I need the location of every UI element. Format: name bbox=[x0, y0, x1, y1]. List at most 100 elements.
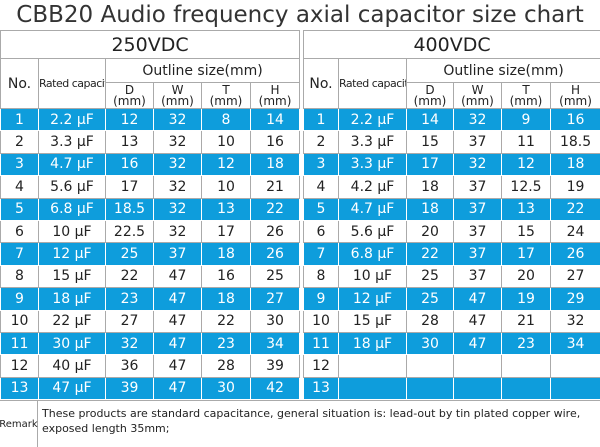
cell-t: 8 bbox=[201, 107, 251, 132]
capacitance-header: Rated capacitance bbox=[38, 58, 106, 109]
table-row: 12 bbox=[303, 354, 600, 378]
dim-letter: W bbox=[471, 82, 484, 97]
cell-d: 17 bbox=[105, 175, 154, 199]
dim-unit: (mm) bbox=[559, 93, 592, 108]
cell-capacitance: 6.8 µF bbox=[338, 242, 407, 266]
table-row: 3 4.7 µF 16 32 12 18 bbox=[0, 152, 301, 177]
cell-no: 9 bbox=[0, 287, 39, 311]
table-row: 11 30 µF 32 47 23 34 bbox=[0, 331, 301, 356]
cell-capacitance: 22 µF bbox=[38, 309, 106, 333]
cell-w: 47 bbox=[153, 354, 202, 378]
cell-no: 6 bbox=[303, 219, 339, 244]
cell-w: 47 bbox=[153, 264, 202, 289]
cell-capacitance: 15 µF bbox=[338, 309, 407, 333]
cell-d: 27 bbox=[105, 309, 154, 333]
cell-no: 3 bbox=[0, 152, 39, 177]
cell-w: 32 bbox=[153, 130, 202, 154]
cell-d: 30 bbox=[406, 331, 454, 356]
cell-w: 37 bbox=[453, 197, 502, 221]
cell-h: 25 bbox=[249, 264, 301, 289]
cell-w: 32 bbox=[453, 107, 502, 132]
cell-d bbox=[406, 376, 454, 401]
cell-t: 21 bbox=[501, 309, 551, 333]
cell-t: 10 bbox=[201, 130, 251, 154]
dim-unit: (mm) bbox=[509, 93, 543, 108]
cell-d: 22 bbox=[406, 242, 454, 266]
dim-letter: W bbox=[171, 82, 184, 97]
table-row: 4 4.2 µF 18 37 12.5 19 bbox=[303, 175, 600, 199]
cell-h: 21 bbox=[249, 175, 301, 199]
dim-header-t: T (mm) bbox=[501, 82, 551, 109]
cell-capacitance: 5.6 µF bbox=[38, 175, 106, 199]
cell-t: 19 bbox=[501, 287, 551, 311]
cell-d: 22 bbox=[105, 264, 154, 289]
dim-letter: T bbox=[522, 82, 530, 97]
dim-header-h: H (mm) bbox=[249, 82, 301, 109]
cell-t: 23 bbox=[201, 331, 251, 356]
cell-capacitance: 47 µF bbox=[38, 376, 106, 401]
cell-w: 47 bbox=[153, 376, 202, 401]
cell-no: 12 bbox=[303, 354, 339, 378]
cell-t bbox=[501, 376, 551, 401]
cell-w: 47 bbox=[453, 309, 502, 333]
table-row: 4 5.6 µF 17 32 10 21 bbox=[0, 175, 301, 199]
remark-text: These products are standard capacitance,… bbox=[42, 407, 581, 435]
cell-capacitance: 4.2 µF bbox=[338, 175, 407, 199]
cell-d: 18.5 bbox=[105, 197, 154, 221]
cell-h: 30 bbox=[249, 309, 301, 333]
cell-h: 26 bbox=[249, 242, 301, 266]
cell-h: 24 bbox=[549, 219, 600, 244]
cell-h: 39 bbox=[249, 354, 301, 378]
cell-no: 6 bbox=[0, 219, 39, 244]
chart-title: CBB20 Audio frequency axial capacitor si… bbox=[16, 2, 584, 28]
cell-capacitance: 18 µF bbox=[38, 287, 106, 311]
cell-no: 7 bbox=[0, 242, 39, 266]
cell-t: 28 bbox=[201, 354, 251, 378]
dim-letter: H bbox=[571, 82, 581, 97]
cell-h: 22 bbox=[549, 197, 600, 221]
cell-w: 47 bbox=[153, 309, 202, 333]
cell-capacitance: 18 µF bbox=[338, 331, 407, 356]
no-header: No. bbox=[0, 58, 39, 109]
cell-no: 7 bbox=[303, 242, 339, 266]
cell-w bbox=[453, 376, 502, 401]
no-header: No. bbox=[303, 58, 339, 109]
cell-t: 18 bbox=[201, 287, 251, 311]
dim-header-w: W (mm) bbox=[453, 82, 502, 109]
cell-w: 32 bbox=[153, 175, 202, 199]
table-row: 12 40 µF 36 47 28 39 bbox=[0, 354, 301, 378]
cell-d: 39 bbox=[105, 376, 154, 401]
table-row: 9 18 µF 23 47 18 27 bbox=[0, 287, 301, 311]
cell-h: 29 bbox=[549, 287, 600, 311]
cell-w: 32 bbox=[153, 107, 202, 132]
cell-t: 18 bbox=[201, 242, 251, 266]
cell-h: 22 bbox=[249, 197, 301, 221]
cell-t: 12 bbox=[201, 152, 251, 177]
cell-no: 8 bbox=[0, 264, 39, 289]
cell-h: 14 bbox=[249, 107, 301, 132]
cell-d: 32 bbox=[105, 331, 154, 356]
dim-letter: T bbox=[222, 82, 230, 97]
dim-unit: (mm) bbox=[209, 93, 243, 108]
table-row: 9 12 µF 25 47 19 29 bbox=[303, 287, 600, 311]
cell-w: 32 bbox=[453, 152, 502, 177]
cell-d: 13 bbox=[105, 130, 154, 154]
cell-no: 1 bbox=[0, 107, 39, 132]
cell-t: 12.5 bbox=[501, 175, 551, 199]
dim-header-d: D (mm) bbox=[105, 82, 154, 109]
cell-d: 18 bbox=[406, 175, 454, 199]
cell-no: 9 bbox=[303, 287, 339, 311]
cell-h: 34 bbox=[549, 331, 600, 356]
cell-t: 16 bbox=[201, 264, 251, 289]
cell-h: 26 bbox=[249, 219, 301, 244]
cell-no: 2 bbox=[303, 130, 339, 154]
table-row: 7 12 µF 25 37 18 26 bbox=[0, 242, 301, 266]
cell-w: 47 bbox=[153, 331, 202, 356]
cell-t: 13 bbox=[501, 197, 551, 221]
cell-h bbox=[549, 354, 600, 378]
cell-w: 37 bbox=[153, 242, 202, 266]
cell-t: 15 bbox=[501, 219, 551, 244]
dim-unit: (mm) bbox=[413, 93, 447, 108]
table-row: 3 3.3 µF 17 32 12 18 bbox=[303, 152, 600, 177]
cell-w: 47 bbox=[453, 287, 502, 311]
